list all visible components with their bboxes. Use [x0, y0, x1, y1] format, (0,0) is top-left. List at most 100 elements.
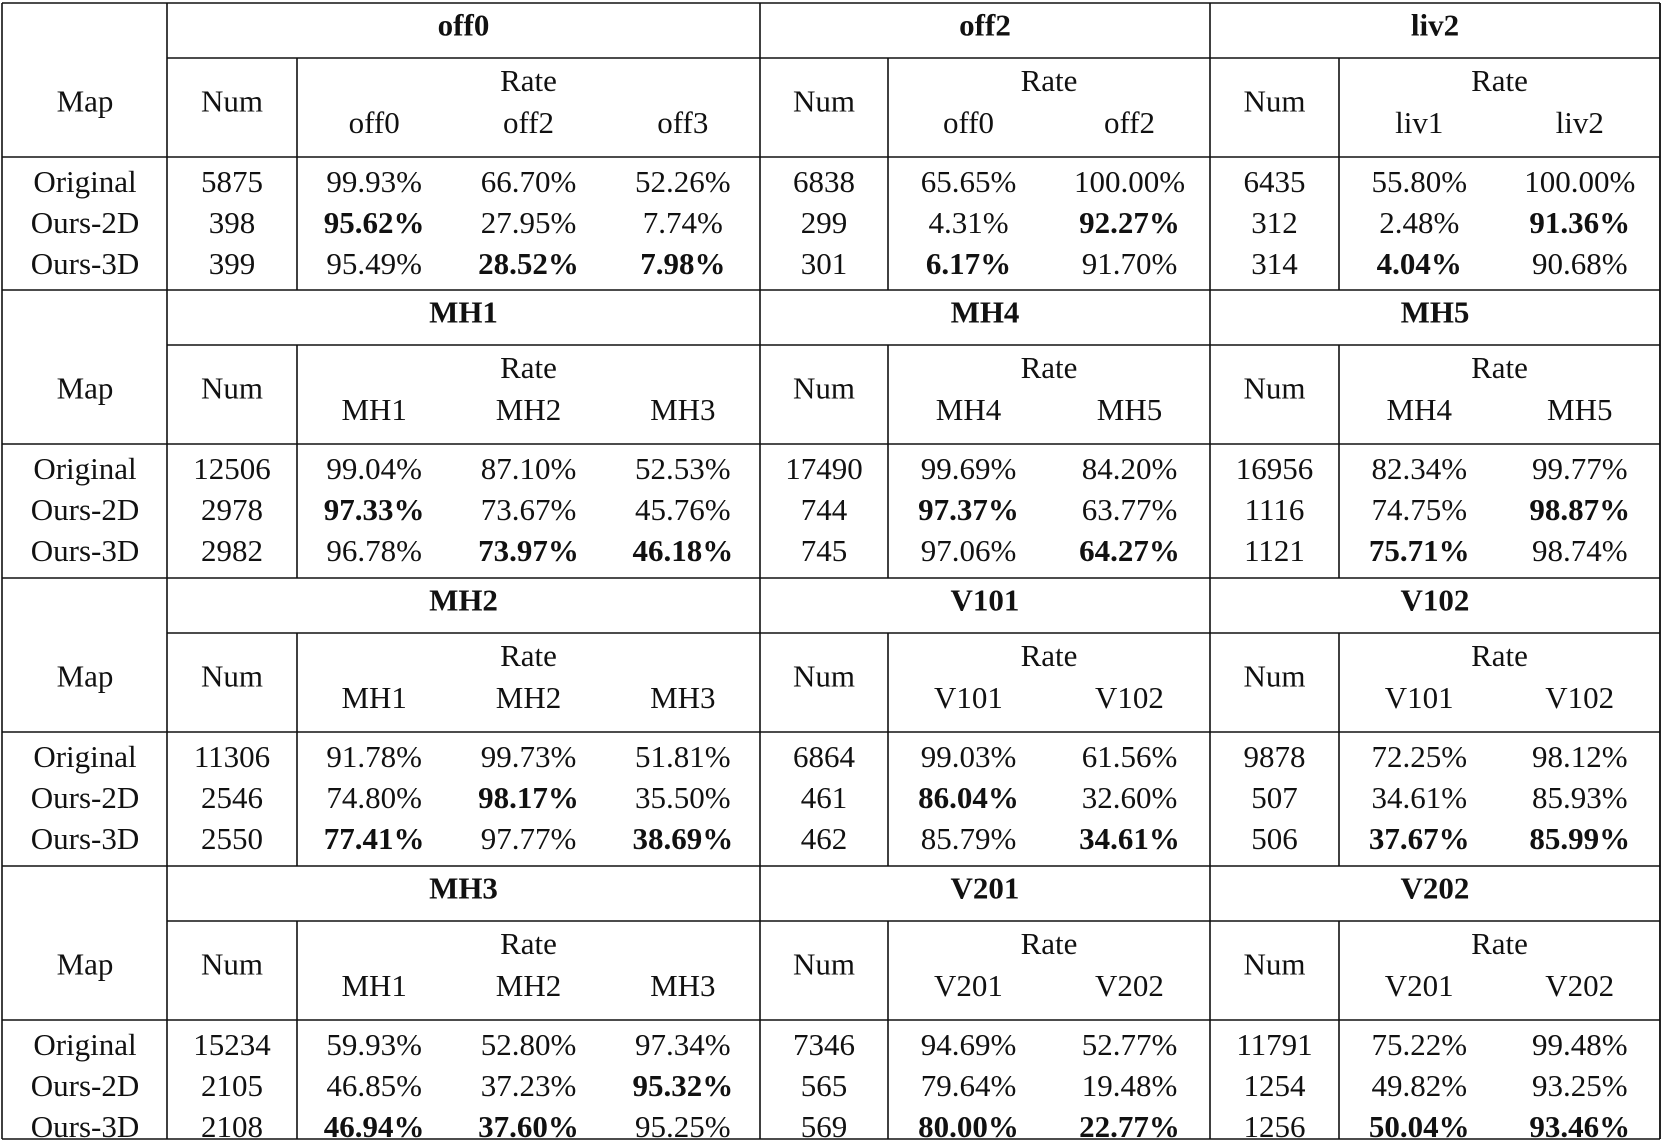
rate-subheader: MH2 [496, 968, 561, 1003]
rate-subheader: MH1 [341, 392, 406, 427]
num-cell: 1121 [1244, 533, 1305, 568]
rate-subheader: V102 [1545, 680, 1614, 715]
row-label: Ours-3D [31, 1109, 140, 1142]
rate-subheader: V202 [1095, 968, 1164, 1003]
rate-cell: 34.61% [1371, 780, 1467, 815]
num-cell: 1116 [1245, 492, 1305, 527]
rate-cell: 52.77% [1082, 1027, 1178, 1062]
rate-header: Rate [500, 926, 557, 961]
num-header: Num [793, 84, 855, 119]
rate-cell: 6.17% [926, 246, 1011, 281]
rate-cell: 19.48% [1082, 1068, 1178, 1103]
num-cell: 12506 [193, 451, 271, 486]
rate-cell: 4.31% [928, 205, 1008, 240]
rate-cell: 77.41% [324, 821, 425, 856]
row-label: Original [33, 1027, 136, 1062]
rate-cell: 99.69% [921, 451, 1017, 486]
rate-header: Rate [1021, 350, 1078, 385]
rate-cell: 100.00% [1074, 164, 1185, 199]
num-header: Num [1244, 947, 1306, 982]
rate-cell: 2.48% [1379, 205, 1459, 240]
rate-cell: 99.03% [921, 739, 1017, 774]
row-label: Ours-3D [31, 533, 140, 568]
rate-cell: 27.95% [481, 205, 577, 240]
rate-header: Rate [1021, 926, 1078, 961]
rate-cell: 7.74% [643, 205, 723, 240]
rate-cell: 87.10% [481, 451, 577, 486]
rate-subheader: V101 [1385, 680, 1454, 715]
num-cell: 507 [1251, 780, 1298, 815]
num-cell: 2105 [201, 1068, 263, 1103]
row-label: Ours-3D [31, 246, 140, 281]
rate-cell: 49.82% [1371, 1068, 1467, 1103]
num-cell: 15234 [193, 1027, 271, 1062]
num-cell: 314 [1251, 246, 1298, 281]
rate-subheader: off3 [657, 105, 708, 140]
num-cell: 7346 [793, 1027, 855, 1062]
map-header: Map [57, 947, 114, 982]
num-cell: 312 [1251, 205, 1298, 240]
rate-cell: 34.61% [1079, 821, 1180, 856]
rate-cell: 38.69% [632, 821, 733, 856]
rate-cell: 50.04% [1369, 1109, 1470, 1142]
rate-cell: 37.23% [481, 1068, 577, 1103]
num-cell: 299 [801, 205, 848, 240]
rate-cell: 95.25% [635, 1109, 731, 1142]
group-title: V102 [1401, 583, 1470, 618]
num-cell: 398 [209, 205, 256, 240]
rate-cell: 98.87% [1529, 492, 1630, 527]
num-cell: 565 [801, 1068, 848, 1103]
rate-cell: 91.70% [1082, 246, 1178, 281]
group-title: liv2 [1411, 8, 1459, 43]
rate-cell: 74.80% [326, 780, 422, 815]
num-cell: 2108 [201, 1109, 263, 1142]
rate-cell: 4.04% [1377, 246, 1462, 281]
rate-cell: 73.67% [481, 492, 577, 527]
num-header: Num [1244, 371, 1306, 406]
rate-cell: 98.12% [1532, 739, 1628, 774]
num-cell: 462 [801, 821, 848, 856]
num-cell: 745 [801, 533, 848, 568]
num-header: Num [1244, 84, 1306, 119]
rate-subheader: V202 [1545, 968, 1614, 1003]
num-cell: 1254 [1244, 1068, 1307, 1103]
group-title: V101 [951, 583, 1020, 618]
rate-header: Rate [500, 350, 557, 385]
rate-subheader: off0 [943, 105, 994, 140]
num-header: Num [793, 947, 855, 982]
num-header: Num [1244, 659, 1306, 694]
rate-subheader: MH3 [650, 968, 715, 1003]
rate-subheader: V101 [934, 680, 1003, 715]
num-cell: 6435 [1244, 164, 1306, 199]
num-cell: 17490 [785, 451, 863, 486]
rate-cell: 98.17% [478, 780, 579, 815]
rate-cell: 72.25% [1371, 739, 1467, 774]
num-cell: 6838 [793, 164, 855, 199]
map-header: Map [57, 659, 114, 694]
rate-cell: 79.64% [921, 1068, 1017, 1103]
rate-cell: 59.93% [326, 1027, 422, 1062]
rate-cell: 51.81% [635, 739, 731, 774]
rate-subheader: MH2 [496, 680, 561, 715]
rate-cell: 7.98% [640, 246, 725, 281]
num-header: Num [793, 659, 855, 694]
rate-cell: 82.34% [1371, 451, 1467, 486]
num-header: Num [793, 371, 855, 406]
rate-cell: 46.85% [326, 1068, 422, 1103]
rate-subheader: MH5 [1547, 392, 1612, 427]
rate-cell: 75.22% [1371, 1027, 1467, 1062]
num-cell: 399 [209, 246, 256, 281]
rate-cell: 95.62% [324, 205, 425, 240]
rate-cell: 96.78% [326, 533, 422, 568]
rate-cell: 97.06% [921, 533, 1017, 568]
rate-subheader: MH4 [936, 392, 1002, 427]
num-cell: 6864 [793, 739, 856, 774]
rate-header: Rate [1471, 350, 1528, 385]
rate-cell: 45.76% [635, 492, 731, 527]
num-header: Num [201, 659, 263, 694]
rate-header: Rate [1021, 63, 1078, 98]
rate-cell: 93.46% [1529, 1109, 1630, 1142]
rate-subheader: MH4 [1387, 392, 1453, 427]
rate-cell: 95.32% [632, 1068, 733, 1103]
